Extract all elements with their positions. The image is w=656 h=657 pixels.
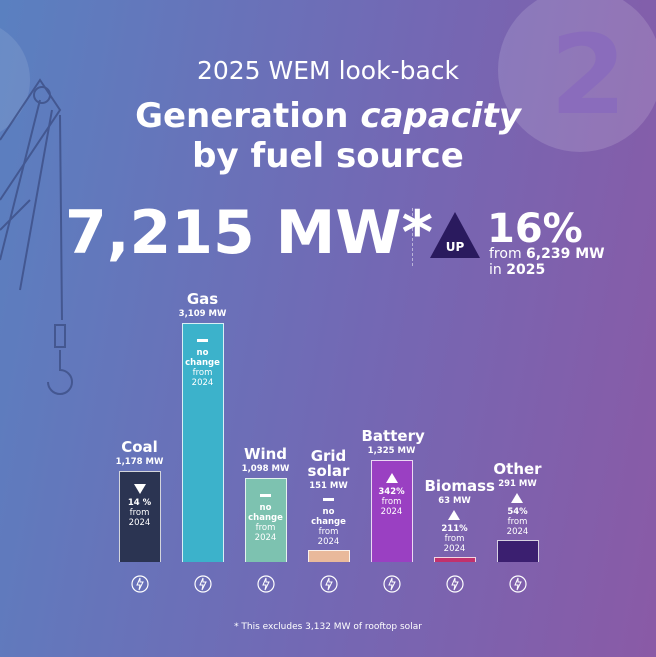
value-label: 3,109 MW <box>178 308 227 319</box>
value-label: 1,325 MW <box>367 446 416 457</box>
text: 6,239 MW <box>526 246 605 262</box>
value-label: 1,178 MW <box>115 457 164 468</box>
text: from <box>489 246 522 262</box>
change: no change from 2024 <box>183 336 223 388</box>
total-from: from 6,239 MW in 2025 <box>489 246 605 278</box>
change-icon <box>197 338 208 342</box>
change-from: from <box>381 497 402 508</box>
change-icon <box>133 484 146 495</box>
category-label: Wind <box>243 444 288 463</box>
change-icon <box>511 492 524 503</box>
icon <box>383 575 401 593</box>
change-year: 2024 <box>506 526 529 537</box>
change-label: no change <box>248 502 283 523</box>
change-year: 2024 <box>443 544 466 555</box>
change-label: no change <box>311 507 346 528</box>
subtitle: 2025 WEM look-back <box>196 56 460 85</box>
category-label: Coal <box>121 438 158 457</box>
footnote: * This excludes 3,132 MW of rooftop sola… <box>234 622 422 632</box>
icon <box>446 575 464 593</box>
category-label: Biomass <box>424 477 496 496</box>
bar: no change from 2024 <box>181 322 224 562</box>
text: 2025 <box>506 262 546 278</box>
value-label: 291 MW <box>498 478 537 489</box>
change-from: from <box>192 367 213 378</box>
badge: 2 <box>550 11 627 139</box>
change-icon <box>260 493 271 497</box>
bar-group: Coal 1,178 MW 14 % from 2024 <box>108 440 171 562</box>
change: 54% from 2024 <box>506 492 529 537</box>
value-label: 1,098 MW <box>241 463 290 474</box>
change-year: 2024 <box>317 537 340 548</box>
change-year: 2024 <box>254 532 277 543</box>
bar-group: Other 291 MW 54% from 2024 <box>486 459 549 562</box>
category-label: Grid solar <box>307 447 350 481</box>
value-label: 63 MW <box>438 496 471 507</box>
bar <box>307 550 350 562</box>
bar <box>433 557 476 562</box>
bar-group: Wind 1,098 MW no change from 2024 <box>234 444 297 562</box>
bar: no change from 2024 <box>244 477 287 562</box>
change-year: 2024 <box>128 518 151 529</box>
change-icon <box>323 498 334 502</box>
bar-group: Biomass 63 MW 211% from 2024 <box>423 477 496 562</box>
bar-group: Gas 3,109 MW no change from 2024 <box>171 289 234 562</box>
change-label: no change <box>185 347 220 368</box>
icon <box>131 575 149 593</box>
up-badge <box>430 212 480 258</box>
change-label: 342% <box>378 487 405 498</box>
category-label: Other <box>493 459 542 478</box>
text: in <box>489 262 502 278</box>
change: 211% from 2024 <box>441 510 468 555</box>
bar-group: Battery 1,325 MW 342% from 2024 <box>360 427 425 562</box>
change: 342% from 2024 <box>372 473 412 517</box>
bar-group: Grid solar 151 MW no change from 2024 <box>297 449 360 562</box>
direction: UP <box>445 240 465 254</box>
icon <box>194 575 212 593</box>
change-icon <box>385 473 398 484</box>
change-icon <box>448 510 461 521</box>
bar: 342% from 2024 <box>370 460 413 562</box>
change-year: 2024 <box>380 507 403 518</box>
category-label: Battery <box>361 427 425 446</box>
change-from: from <box>444 534 465 545</box>
total-value: 7,215 MW* <box>65 198 433 268</box>
change-from: from <box>507 516 528 527</box>
change-from: from <box>318 527 339 538</box>
divider <box>412 208 413 266</box>
value-label: 151 MW <box>309 481 348 492</box>
bar: 14 % from 2024 <box>118 471 161 562</box>
change-from: from <box>129 508 150 519</box>
title-text: Generation <box>135 96 349 136</box>
change: no change from 2024 <box>246 491 286 543</box>
title: Generation capacity by fuel source <box>0 96 656 176</box>
icon <box>509 575 527 593</box>
category-label: Gas <box>186 289 219 308</box>
change-label: 211% <box>441 524 468 535</box>
change-label: 54% <box>507 506 528 517</box>
change-label: 14 % <box>127 498 152 509</box>
change-year: 2024 <box>191 377 214 388</box>
bar <box>496 539 539 562</box>
icon <box>320 575 338 593</box>
change-from: from <box>255 522 276 533</box>
title-text: by fuel source <box>192 136 464 176</box>
icon <box>257 575 275 593</box>
total-change: 16% <box>487 206 583 252</box>
change: no change from 2024 <box>309 495 349 547</box>
change: 14 % from 2024 <box>120 484 160 528</box>
title-text: capacity <box>360 96 521 136</box>
